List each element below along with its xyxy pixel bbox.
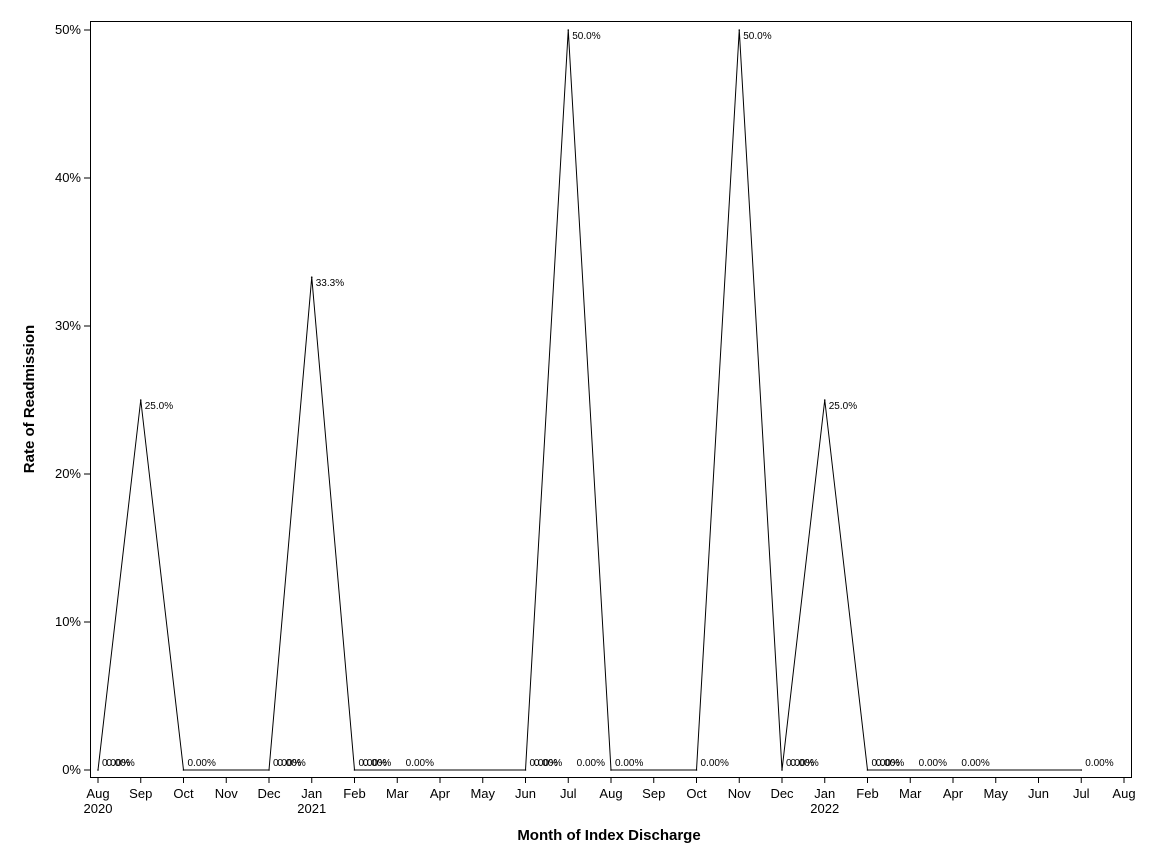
data-label: 0.00% bbox=[876, 758, 904, 769]
x-tick-label: Aug bbox=[86, 786, 109, 801]
data-label: 50.0% bbox=[572, 31, 600, 42]
x-tick-label: Feb bbox=[856, 786, 878, 801]
data-point bbox=[268, 769, 270, 771]
x-tick-label: Oct bbox=[173, 786, 194, 801]
data-label: 0.00% bbox=[701, 758, 729, 769]
x-tick-label: Jun bbox=[1028, 786, 1049, 801]
x-tick-label: Jan bbox=[814, 786, 835, 801]
data-point bbox=[182, 769, 185, 771]
y-axis: 0% 10% 20% 30% 40% 50% bbox=[55, 22, 90, 777]
data-point bbox=[353, 769, 356, 771]
x-tick-label: Sep bbox=[642, 786, 665, 801]
y-axis-title: Rate of Readmission bbox=[21, 325, 38, 473]
x-axis-title: Month of Index Discharge bbox=[517, 827, 700, 844]
x-tick-label: Jan bbox=[301, 786, 322, 801]
readmission-series bbox=[97, 29, 1083, 771]
data-point bbox=[866, 769, 869, 771]
data-labels: 0.00%25.0%0.00% 0.00%33.3%0.00% 0.00%50.0%… bbox=[102, 31, 1114, 769]
data-label: 50.0% bbox=[743, 31, 771, 42]
data-label: 0.00% bbox=[188, 758, 216, 769]
x-tick-label: Aug bbox=[599, 786, 622, 801]
x-tick-label: May bbox=[983, 786, 1008, 801]
x-tick-label: Oct bbox=[686, 786, 707, 801]
data-point bbox=[1080, 769, 1083, 771]
x-tick-label: Jun bbox=[515, 786, 536, 801]
data-label: 0.00% bbox=[530, 758, 558, 769]
x-tick-label: May bbox=[470, 786, 495, 801]
data-label: 25.0% bbox=[829, 401, 857, 412]
x-tick-label: Nov bbox=[215, 786, 239, 801]
y-tick-label: 10% bbox=[55, 614, 81, 629]
data-point bbox=[139, 399, 142, 401]
data-label: 0.00% bbox=[359, 758, 387, 769]
data-label: 0.00% bbox=[1085, 758, 1113, 769]
data-point bbox=[781, 769, 783, 771]
x-tick-label: Mar bbox=[899, 786, 922, 801]
data-point bbox=[567, 29, 570, 31]
data-label: 0.00% bbox=[534, 758, 562, 769]
data-point bbox=[823, 399, 826, 401]
x-tick-label: Dec bbox=[257, 786, 281, 801]
data-label: 0.00% bbox=[786, 758, 814, 769]
x-tick-label: Jul bbox=[560, 786, 577, 801]
data-label: 0.00% bbox=[102, 758, 130, 769]
plot-frame bbox=[90, 21, 1132, 778]
data-label: 0.00% bbox=[577, 758, 605, 769]
x-tick-label: Apr bbox=[943, 786, 964, 801]
data-point bbox=[738, 29, 741, 31]
data-label: 0.00% bbox=[872, 758, 900, 769]
x-tick-year-label: 2020 bbox=[84, 801, 113, 816]
x-tick-label: Aug bbox=[1112, 786, 1135, 801]
data-label: 0.00% bbox=[277, 758, 305, 769]
x-tick-year-label: 2022 bbox=[810, 801, 839, 816]
data-label: 0.00% bbox=[273, 758, 301, 769]
data-point bbox=[524, 769, 527, 771]
data-point bbox=[310, 276, 313, 278]
x-tick-label: Jul bbox=[1073, 786, 1090, 801]
data-label: 25.0% bbox=[145, 401, 173, 412]
data-label: 0.00% bbox=[615, 758, 643, 769]
data-point bbox=[610, 769, 612, 771]
data-label: 0.00% bbox=[363, 758, 391, 769]
y-tick-label: 40% bbox=[55, 170, 81, 185]
data-label: 0.00% bbox=[790, 758, 818, 769]
data-label: 0.00% bbox=[106, 758, 134, 769]
series-line bbox=[97, 29, 1082, 771]
data-label: 0.00% bbox=[406, 758, 434, 769]
x-tick-year-label: 2021 bbox=[297, 801, 326, 816]
y-tick-label: 20% bbox=[55, 466, 81, 481]
x-tick-label: Sep bbox=[129, 786, 152, 801]
x-tick-label: Dec bbox=[770, 786, 794, 801]
data-label: 33.3% bbox=[316, 278, 344, 289]
data-label: 0.00% bbox=[919, 758, 947, 769]
y-tick-label: 30% bbox=[55, 318, 81, 333]
y-tick-label: 50% bbox=[55, 22, 81, 37]
x-tick-label: Feb bbox=[343, 786, 365, 801]
x-tick-label: Nov bbox=[728, 786, 752, 801]
data-label: 0.00% bbox=[961, 758, 989, 769]
x-tick-label: Apr bbox=[430, 786, 451, 801]
x-tick-label: Mar bbox=[386, 786, 409, 801]
data-point bbox=[97, 769, 99, 771]
data-point bbox=[695, 769, 698, 771]
y-tick-label: 0% bbox=[62, 762, 81, 777]
